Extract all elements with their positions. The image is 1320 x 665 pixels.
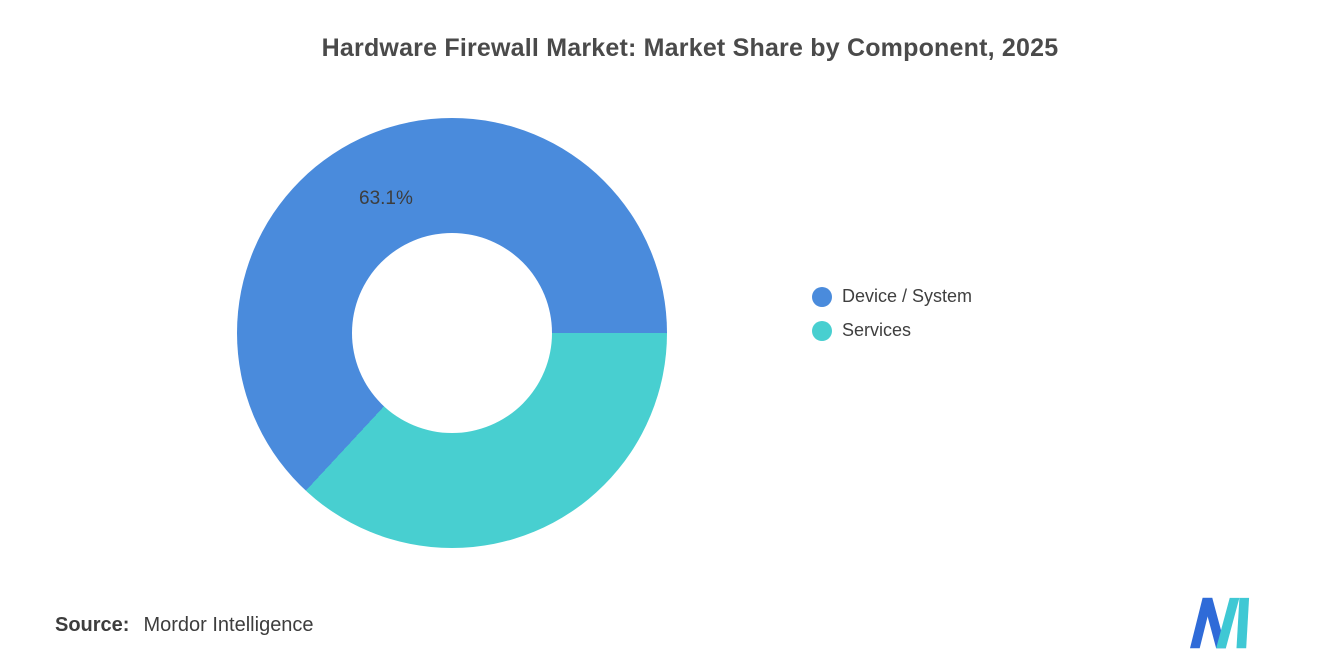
legend-label-device-system: Device / System	[842, 286, 973, 306]
chart-title: Hardware Firewall Market: Market Share b…	[321, 34, 1059, 62]
legend: Device / System Services	[812, 286, 972, 341]
legend-item-device-system[interactable]: Device / System	[812, 286, 972, 307]
legend-item-services[interactable]: Services	[812, 320, 972, 341]
legend-label-services: Services	[842, 320, 912, 340]
legend-marker-services	[812, 320, 832, 341]
donut-hole	[352, 233, 552, 433]
donut-chart[interactable]: 63.1%	[237, 118, 667, 548]
slice-data-label: 63.1%	[359, 188, 413, 209]
source-value: Mordor Intelligence	[143, 614, 314, 636]
legend-marker-device-system	[812, 286, 832, 307]
source-label: Source:	[55, 614, 130, 636]
source-note: Source: Mordor Intelligence	[55, 614, 314, 637]
mordor-intelligence-logo	[1190, 597, 1250, 649]
